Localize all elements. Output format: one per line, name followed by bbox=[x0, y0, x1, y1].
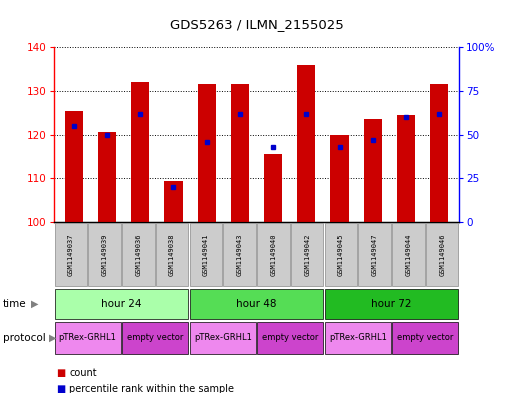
Text: GSM1149043: GSM1149043 bbox=[236, 233, 243, 276]
Text: protocol: protocol bbox=[3, 333, 45, 343]
Bar bbox=[231, 84, 249, 222]
Bar bbox=[54, 223, 87, 286]
Bar bbox=[392, 223, 425, 286]
Bar bbox=[397, 115, 415, 222]
Text: GSM1149045: GSM1149045 bbox=[338, 233, 344, 276]
Bar bbox=[330, 134, 349, 222]
Text: hour 48: hour 48 bbox=[236, 299, 277, 309]
Text: empty vector: empty vector bbox=[262, 334, 319, 342]
Text: ■: ■ bbox=[56, 384, 66, 393]
Bar bbox=[297, 64, 315, 222]
Bar bbox=[264, 154, 282, 222]
Bar bbox=[190, 322, 256, 354]
Text: pTRex-GRHL1: pTRex-GRHL1 bbox=[194, 334, 252, 342]
Bar bbox=[88, 223, 121, 286]
Bar bbox=[122, 322, 188, 354]
Bar bbox=[65, 110, 83, 222]
Text: ▶: ▶ bbox=[49, 333, 56, 343]
Text: GSM1149039: GSM1149039 bbox=[102, 233, 108, 276]
Bar bbox=[198, 84, 216, 222]
Bar bbox=[257, 322, 323, 354]
Bar bbox=[131, 82, 149, 222]
Bar bbox=[364, 119, 382, 222]
Text: ▶: ▶ bbox=[31, 299, 38, 309]
Text: pTRex-GRHL1: pTRex-GRHL1 bbox=[58, 334, 116, 342]
Text: GSM1149042: GSM1149042 bbox=[304, 233, 310, 276]
Bar bbox=[164, 180, 183, 222]
Text: GSM1149036: GSM1149036 bbox=[135, 233, 141, 276]
Text: ■: ■ bbox=[56, 368, 66, 378]
Bar bbox=[291, 223, 323, 286]
Text: empty vector: empty vector bbox=[397, 334, 453, 342]
Bar bbox=[190, 223, 222, 286]
Bar bbox=[430, 84, 448, 222]
Bar bbox=[54, 288, 188, 319]
Text: GSM1149046: GSM1149046 bbox=[439, 233, 445, 276]
Text: hour 24: hour 24 bbox=[101, 299, 142, 309]
Text: hour 72: hour 72 bbox=[371, 299, 412, 309]
Text: GSM1149040: GSM1149040 bbox=[270, 233, 277, 276]
Bar bbox=[426, 223, 459, 286]
Text: GSM1149041: GSM1149041 bbox=[203, 233, 209, 276]
Text: GSM1149038: GSM1149038 bbox=[169, 233, 175, 276]
Bar bbox=[223, 223, 256, 286]
Text: empty vector: empty vector bbox=[127, 334, 183, 342]
Bar bbox=[122, 223, 154, 286]
Bar bbox=[392, 322, 459, 354]
Bar bbox=[325, 322, 391, 354]
Text: count: count bbox=[69, 368, 97, 378]
Bar bbox=[156, 223, 188, 286]
Bar bbox=[98, 132, 116, 222]
Bar bbox=[54, 322, 121, 354]
Bar bbox=[325, 288, 459, 319]
Bar bbox=[359, 223, 391, 286]
Bar bbox=[257, 223, 290, 286]
Text: percentile rank within the sample: percentile rank within the sample bbox=[69, 384, 234, 393]
Bar bbox=[190, 288, 323, 319]
Text: pTRex-GRHL1: pTRex-GRHL1 bbox=[329, 334, 387, 342]
Text: GSM1149047: GSM1149047 bbox=[372, 233, 378, 276]
Text: GSM1149037: GSM1149037 bbox=[68, 233, 74, 276]
Text: GSM1149044: GSM1149044 bbox=[405, 233, 411, 276]
Bar bbox=[325, 223, 357, 286]
Text: time: time bbox=[3, 299, 26, 309]
Text: GDS5263 / ILMN_2155025: GDS5263 / ILMN_2155025 bbox=[170, 18, 343, 31]
